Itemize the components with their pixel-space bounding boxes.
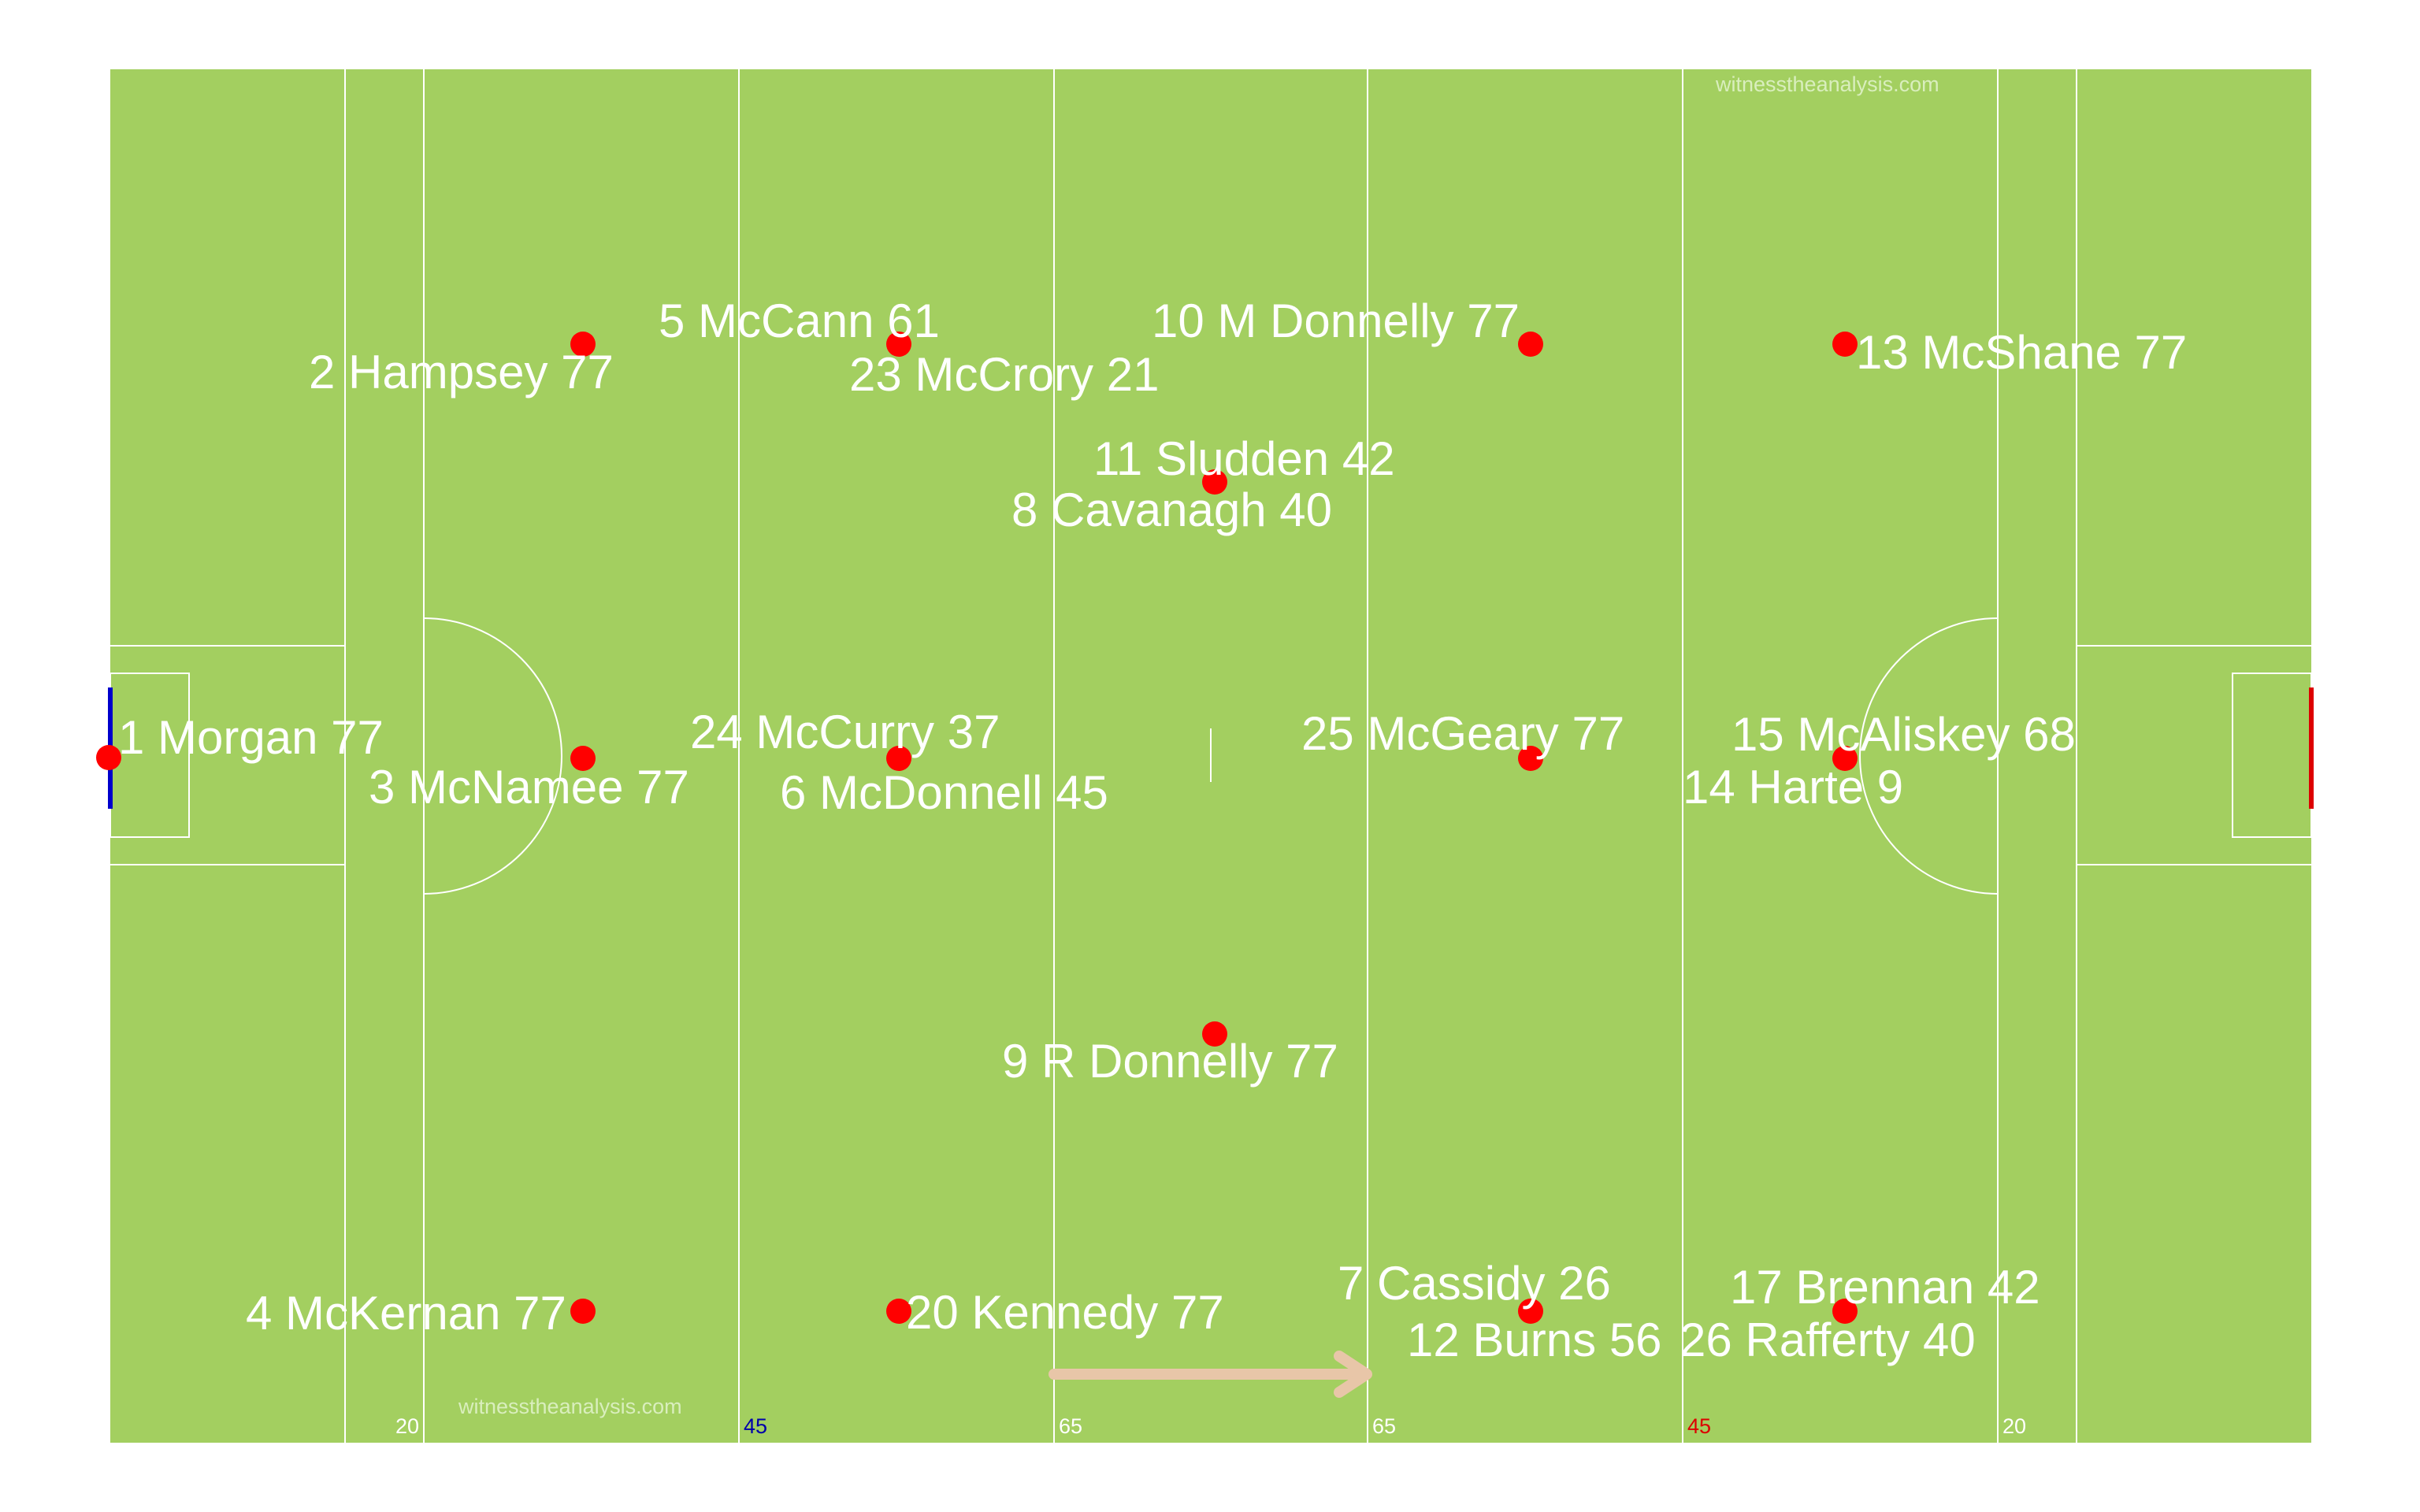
player-label-10: 10 M Donnelly 77 xyxy=(1152,295,1520,347)
player-label-11: 11 Sludden 42 xyxy=(1093,432,1395,485)
player-label-12: 12 Burns 56 xyxy=(1407,1314,1662,1366)
field-lines xyxy=(109,69,2312,1443)
player-labels: 1 Morgan 77 2 Hampsey 77 3 McNamee 77 4 … xyxy=(118,295,2187,1366)
player-label-6: 6 McDonnell 45 xyxy=(780,766,1108,819)
player-label-15: 15 McAliskey 68 xyxy=(1731,708,2076,761)
player-label-1: 1 Morgan 77 xyxy=(118,711,384,764)
player-markers xyxy=(96,332,1858,1324)
player-label-8: 8 Cavanagh 40 xyxy=(1011,484,1332,536)
marker-hampsey xyxy=(570,332,596,357)
watermark-top: witnesstheanalysis.com xyxy=(1715,72,1939,96)
marker-cassidy-burns xyxy=(1518,1299,1543,1324)
watermark-bottom: witnesstheanalysis.com xyxy=(458,1395,682,1418)
marker-mccurry-mcdonnell xyxy=(886,746,911,771)
player-label-17: 17 Brennan 42 xyxy=(1730,1261,2040,1314)
player-label-14: 14 Harte 9 xyxy=(1683,761,1903,813)
player-label-3: 3 McNamee 77 xyxy=(369,761,689,813)
player-label-25: 25 McGeary 77 xyxy=(1301,707,1624,760)
yard-marker-20-right: 20 xyxy=(2002,1414,2026,1438)
player-label-2: 2 Hampsey 77 xyxy=(309,346,614,398)
marker-brennan-rafferty xyxy=(1832,1299,1858,1324)
player-label-20: 20 Kennedy 77 xyxy=(906,1286,1224,1339)
player-label-7: 7 Cassidy 26 xyxy=(1338,1257,1611,1310)
yard-marker-20-left: 20 xyxy=(395,1414,419,1438)
player-label-4: 4 McKernan 77 xyxy=(246,1287,566,1340)
player-label-9: 9 R Donnelly 77 xyxy=(1002,1035,1338,1088)
player-label-24: 24 McCurry 37 xyxy=(690,706,1000,758)
marker-mcshane xyxy=(1832,332,1858,357)
yard-marker-45-left: 45 xyxy=(744,1414,767,1438)
marker-mckernan xyxy=(570,1299,596,1324)
yard-marker-45-right: 45 xyxy=(1687,1414,1711,1438)
marker-kennedy xyxy=(886,1299,911,1324)
player-label-23: 23 McCrory 21 xyxy=(849,348,1159,401)
marker-mcgeary xyxy=(1518,746,1543,771)
marker-mcnamee xyxy=(570,746,596,771)
yard-marker-65-left: 65 xyxy=(1059,1414,1082,1438)
player-label-26: 26 Rafferty 40 xyxy=(1680,1314,1976,1366)
marker-sludden-cavanagh xyxy=(1202,469,1227,495)
marker-m-donnelly xyxy=(1518,332,1543,357)
marker-r-donnelly xyxy=(1202,1021,1227,1047)
marker-mccann-mccrory xyxy=(886,332,911,357)
direction-arrow xyxy=(1049,1351,1372,1398)
player-label-13: 13 McShane 77 xyxy=(1856,326,2187,379)
yard-marker-65-right: 65 xyxy=(1372,1414,1396,1438)
marker-morgan xyxy=(96,745,121,770)
player-label-5: 5 McCann 61 xyxy=(659,295,940,347)
marker-mcaliskey-harte xyxy=(1832,746,1858,771)
